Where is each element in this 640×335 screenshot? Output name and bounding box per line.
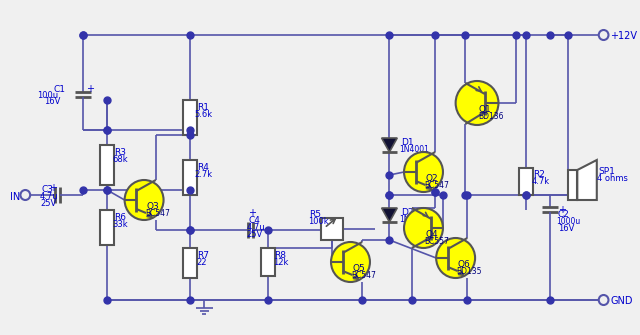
Text: 22: 22 bbox=[196, 258, 207, 267]
Text: BC547: BC547 bbox=[424, 181, 449, 190]
Bar bbox=[183, 100, 196, 135]
Polygon shape bbox=[381, 138, 397, 152]
Text: C2: C2 bbox=[558, 210, 570, 219]
Text: R6: R6 bbox=[114, 213, 126, 222]
Text: Q4: Q4 bbox=[426, 230, 438, 239]
Text: Q5: Q5 bbox=[353, 264, 365, 273]
Text: R2: R2 bbox=[534, 170, 545, 179]
Circle shape bbox=[404, 208, 443, 248]
Text: 100u: 100u bbox=[37, 91, 58, 100]
Text: R7: R7 bbox=[196, 251, 209, 260]
Bar bbox=[183, 248, 196, 278]
Text: 25V: 25V bbox=[40, 199, 56, 208]
Polygon shape bbox=[577, 160, 596, 200]
Bar bbox=[568, 170, 577, 200]
Text: R5: R5 bbox=[310, 210, 321, 219]
Text: BC557: BC557 bbox=[424, 237, 449, 246]
Text: IN: IN bbox=[10, 192, 20, 202]
Text: 4 ohms: 4 ohms bbox=[596, 174, 628, 183]
Text: +: + bbox=[86, 84, 93, 94]
Text: +: + bbox=[49, 183, 57, 193]
Text: 16V: 16V bbox=[558, 224, 574, 233]
Text: 4.7k: 4.7k bbox=[532, 177, 550, 186]
Text: C1: C1 bbox=[53, 85, 65, 94]
Text: 68k: 68k bbox=[112, 155, 127, 164]
Text: C3: C3 bbox=[42, 185, 54, 194]
Circle shape bbox=[404, 152, 443, 192]
Text: C4: C4 bbox=[248, 216, 260, 225]
Text: 16V: 16V bbox=[44, 97, 60, 106]
Text: +: + bbox=[558, 205, 566, 215]
Text: BD136: BD136 bbox=[478, 112, 504, 121]
Text: 100k: 100k bbox=[308, 217, 328, 226]
Polygon shape bbox=[381, 208, 397, 222]
Text: SP1: SP1 bbox=[599, 167, 616, 176]
Circle shape bbox=[125, 180, 164, 220]
Text: GND: GND bbox=[611, 296, 633, 306]
Text: R1: R1 bbox=[196, 103, 209, 112]
Text: BD135: BD135 bbox=[456, 267, 482, 276]
Text: 4.7u: 4.7u bbox=[246, 223, 265, 232]
Bar bbox=[183, 160, 196, 195]
Text: 1N4001: 1N4001 bbox=[399, 145, 429, 154]
Bar bbox=[321, 218, 342, 240]
Circle shape bbox=[456, 81, 499, 125]
Text: 4.7u: 4.7u bbox=[40, 192, 58, 201]
Text: Q3: Q3 bbox=[146, 202, 159, 211]
Text: +: + bbox=[248, 208, 256, 218]
Bar bbox=[100, 145, 114, 185]
Circle shape bbox=[331, 242, 370, 282]
Circle shape bbox=[436, 238, 475, 278]
Text: D2: D2 bbox=[401, 208, 413, 217]
Text: 1N4001: 1N4001 bbox=[399, 215, 429, 224]
Text: 1000u: 1000u bbox=[556, 217, 580, 226]
Text: 33k: 33k bbox=[112, 220, 127, 229]
Text: Q6: Q6 bbox=[458, 260, 470, 269]
Text: BC547: BC547 bbox=[351, 271, 376, 280]
Text: +12V: +12V bbox=[611, 31, 637, 41]
Text: R4: R4 bbox=[196, 163, 209, 172]
Bar bbox=[261, 248, 275, 276]
Text: R8: R8 bbox=[275, 251, 287, 260]
Text: Q1: Q1 bbox=[479, 105, 492, 114]
Text: 25V: 25V bbox=[246, 230, 262, 239]
Text: R3: R3 bbox=[114, 148, 126, 157]
Text: 5.6k: 5.6k bbox=[195, 110, 213, 119]
Text: 2.7k: 2.7k bbox=[195, 170, 213, 179]
Bar bbox=[100, 210, 114, 245]
Text: Q2: Q2 bbox=[426, 174, 438, 183]
Text: D1: D1 bbox=[401, 138, 413, 147]
Bar bbox=[519, 168, 532, 195]
Text: 12k: 12k bbox=[273, 258, 288, 267]
Text: BC547: BC547 bbox=[145, 209, 170, 218]
